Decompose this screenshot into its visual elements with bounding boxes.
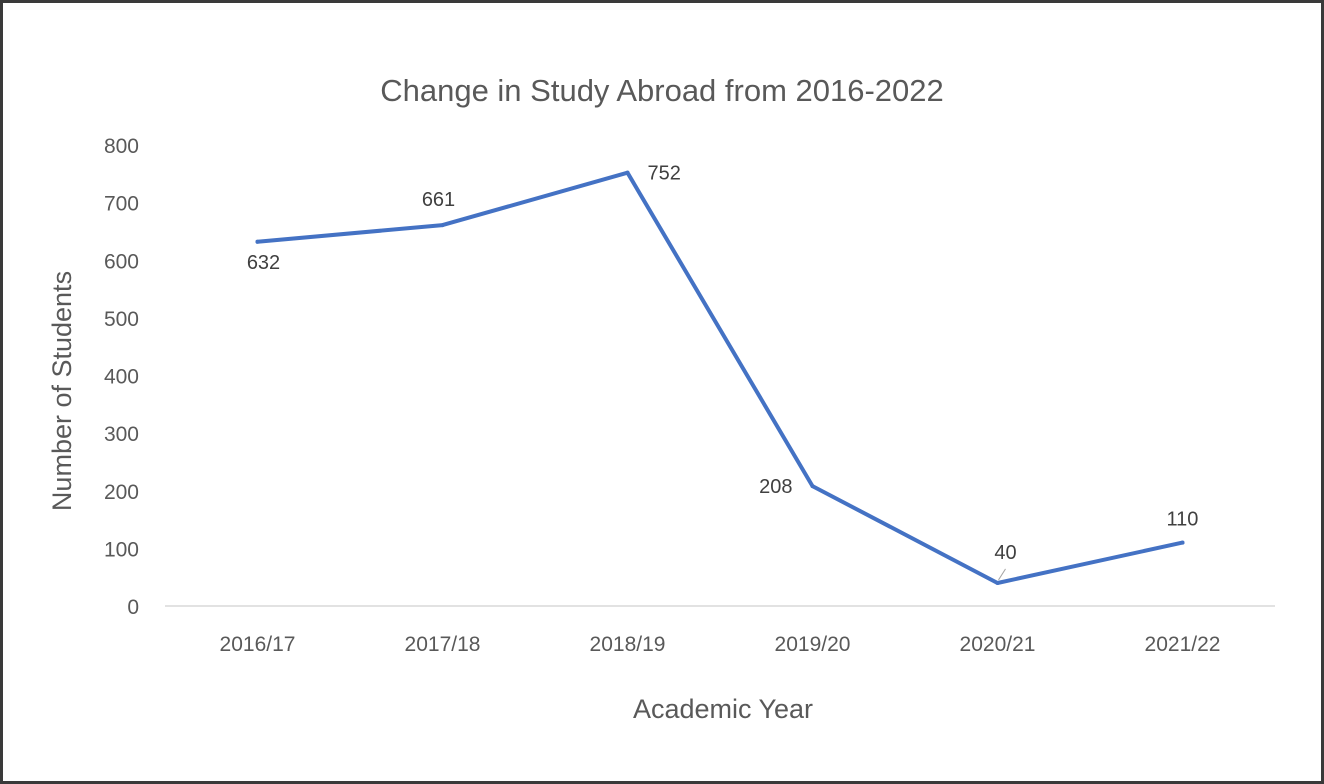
x-tick-label: 2021/22	[1145, 633, 1221, 656]
data-point	[625, 170, 630, 175]
y-axis-title: Number of Students	[47, 271, 77, 511]
data-label: 632	[247, 252, 280, 274]
data-labels: 632 661 752 208 40 110	[247, 163, 1199, 581]
y-tick-label: 100	[104, 538, 139, 561]
data-point	[255, 239, 260, 244]
data-label: 208	[759, 476, 792, 498]
data-label: 752	[648, 163, 681, 185]
y-tick-label: 0	[127, 596, 139, 619]
data-label-leader-line	[998, 568, 1006, 581]
x-tick-label: 2018/19	[590, 633, 666, 656]
chart-title: Change in Study Abroad from 2016-2022	[380, 73, 944, 108]
line-chart: Change in Study Abroad from 2016-2022 Nu…	[47, 73, 1275, 724]
x-axis-ticks: 2016/17 2017/18 2018/19 2019/20 2020/21 2021/…	[220, 633, 1221, 656]
y-tick-label: 500	[104, 308, 139, 331]
y-tick-label: 300	[104, 423, 139, 446]
y-tick-label: 400	[104, 366, 139, 389]
data-label: 40	[994, 542, 1016, 564]
data-point	[1180, 540, 1185, 545]
x-axis-title: Academic Year	[633, 694, 813, 724]
data-point	[995, 580, 1000, 585]
data-label: 661	[422, 189, 455, 211]
y-tick-label: 200	[104, 481, 139, 504]
x-tick-label: 2019/20	[775, 633, 851, 656]
data-point	[810, 484, 815, 489]
x-tick-label: 2017/18	[405, 633, 481, 656]
series-line	[255, 170, 1185, 585]
y-tick-label: 600	[104, 250, 139, 273]
x-tick-label: 2016/17	[220, 633, 296, 656]
data-point	[440, 223, 445, 228]
y-axis-ticks: 0 100 200 300 400 500 600 700 800	[104, 135, 139, 619]
x-tick-label: 2020/21	[960, 633, 1036, 656]
y-tick-label: 800	[104, 135, 139, 158]
y-tick-label: 700	[104, 193, 139, 216]
series-group	[255, 170, 1185, 585]
data-label: 110	[1167, 509, 1199, 531]
